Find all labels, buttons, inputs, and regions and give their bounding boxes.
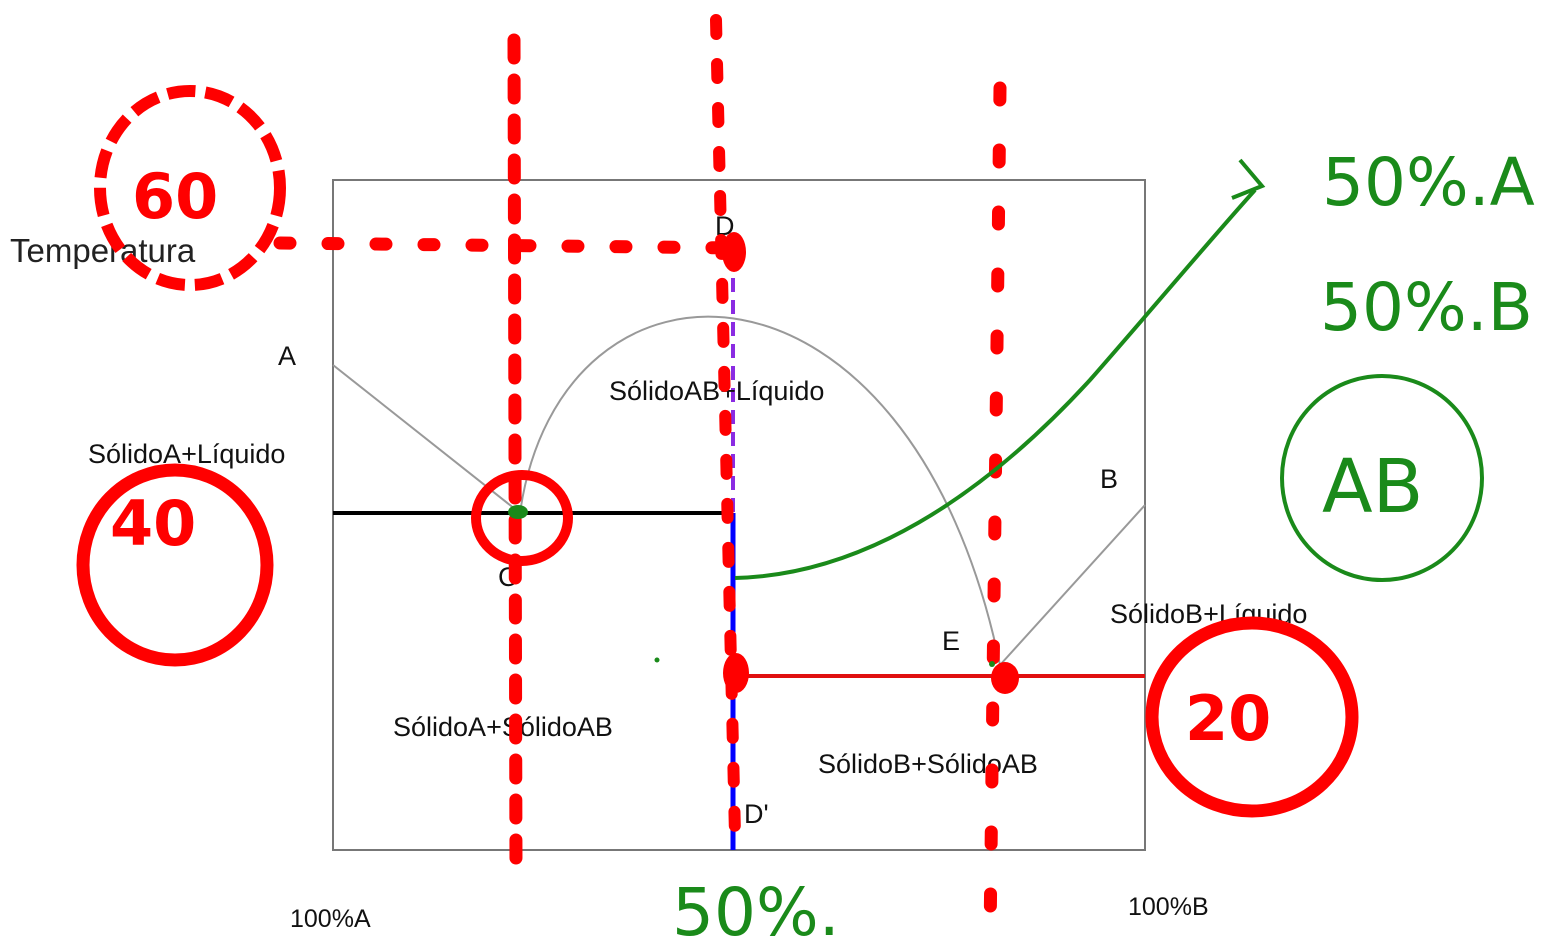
point-e-label: E: [942, 626, 960, 656]
green-bottom-percent: 50%.: [672, 874, 840, 947]
red-dotted-vertical-middle: [710, 14, 741, 841]
region-solid-b-solid-ab: SólidoB+SólidoAB: [818, 749, 1038, 779]
red-circle-point-c: [471, 470, 573, 566]
red-dotted-vertical-right: [983, 81, 1007, 947]
point-b-label: B: [1100, 464, 1118, 494]
red-blob-e: [991, 662, 1019, 694]
green-arrow-head-icon: [1231, 158, 1266, 200]
red-circle-right-text: 20: [1185, 682, 1271, 755]
x-axis-left-label: 100%A: [290, 905, 371, 933]
red-blob-d: [722, 232, 746, 272]
red-circle-left-text: 40: [110, 487, 196, 560]
green-circle-ab: [1280, 374, 1484, 582]
red-circle-left: [76, 463, 274, 667]
green-composition-b: 50%.B: [1320, 269, 1533, 346]
red-annotations: 60 40 20: [76, 14, 1359, 947]
green-dot-small: [654, 657, 660, 663]
green-dot-point-c: [508, 505, 528, 519]
red-circle-right: [1145, 616, 1359, 818]
liquidus-line-b: [999, 504, 1146, 666]
red-dotted-horizontal: [273, 236, 747, 255]
y-axis-label: Temperatura: [10, 232, 196, 269]
red-circle-top-text: 60: [132, 160, 218, 233]
green-dot-e: [989, 661, 995, 667]
green-compound-label: AB: [1322, 444, 1423, 530]
point-a-label: A: [278, 341, 296, 371]
liquidus-dome-curve: [519, 315, 1001, 666]
red-dotted-vertical-left: [507, 33, 523, 877]
red-blob-d-mid: [723, 653, 749, 693]
region-solid-a-liquid: SólidoA+Líquido: [88, 439, 285, 469]
green-annotations: 50%.A 50%.B AB 50%.: [508, 144, 1535, 951]
point-d-prime-label: D': [744, 799, 769, 829]
green-composition-a: 50%.A: [1322, 144, 1535, 221]
diagram-base: Temperatura 100%A 100%B A B C D D' E Sól…: [10, 179, 1307, 933]
red-circle-top: [94, 85, 286, 291]
region-solid-a-solid-ab: SólidoA+SólidoAB: [393, 712, 613, 742]
green-arrow-curve: [734, 188, 1257, 580]
x-axis-right-label: 100%B: [1128, 893, 1209, 921]
region-solid-ab-liquid: SólidoAB+Líquido: [609, 376, 824, 406]
